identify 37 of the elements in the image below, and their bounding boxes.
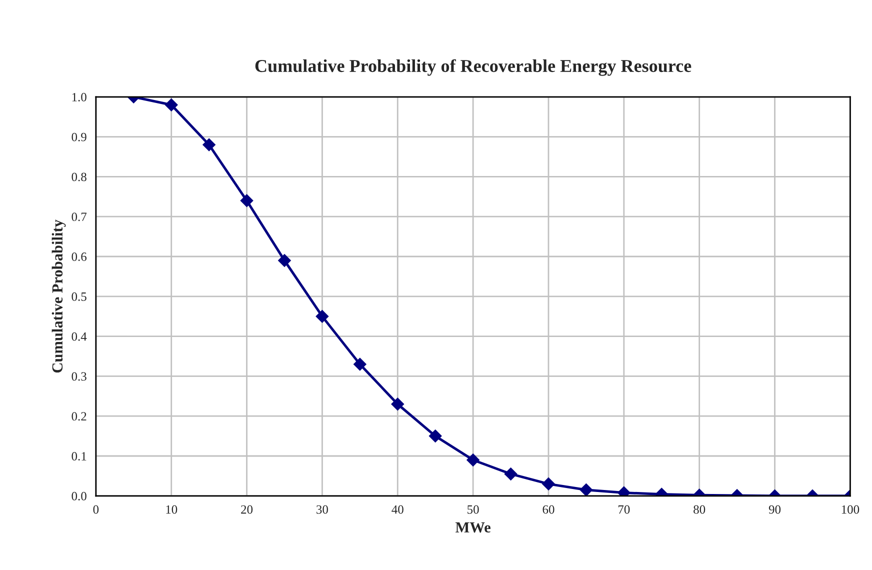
y-tick-label: 0.3 [72,372,86,381]
point [354,358,366,371]
y-tick-label: 0.6 [72,252,87,262]
point [278,254,291,267]
point [202,138,216,152]
y-tick-label: 0.4 [72,332,87,341]
x-tick-label: 90 [768,505,781,514]
x-tick-label: 10 [166,505,178,514]
y-axis-title: Cumulative Probability [52,220,66,373]
y-tick-label: 1.0 [72,92,86,102]
point [504,468,518,480]
point [164,98,178,112]
x-tick-label: 60 [542,505,554,514]
x-tick-label: 70 [618,505,630,514]
x-tick-label: 80 [694,505,706,514]
x-tick-label: 50 [468,505,479,514]
y-tick-label: 0.0 [72,492,86,500]
chart-title: Cumulative Probability of Recoverable Energy Resource [255,59,692,76]
x-tick-label: 40 [392,505,404,514]
point [428,430,442,442]
x-tick-label: 0 [93,505,99,514]
x-tick-label: 30 [316,505,328,514]
y-tick-label: 0.8 [72,172,86,182]
x-tick-label: 20 [241,505,253,514]
point [316,310,329,323]
y-tick-label: 0.2 [72,412,86,421]
point [580,484,593,496]
point [542,478,555,490]
x-axis-title: MWe [456,522,490,533]
y-tick-label: 0.7 [72,212,87,222]
x-tick-label: 100 [842,505,860,514]
y-tick-label: 0.5 [72,292,86,301]
point [240,194,254,208]
point [466,454,480,466]
point [391,398,404,411]
y-tick-label: 0.1 [72,452,86,461]
y-tick-label: 0.9 [72,132,86,142]
